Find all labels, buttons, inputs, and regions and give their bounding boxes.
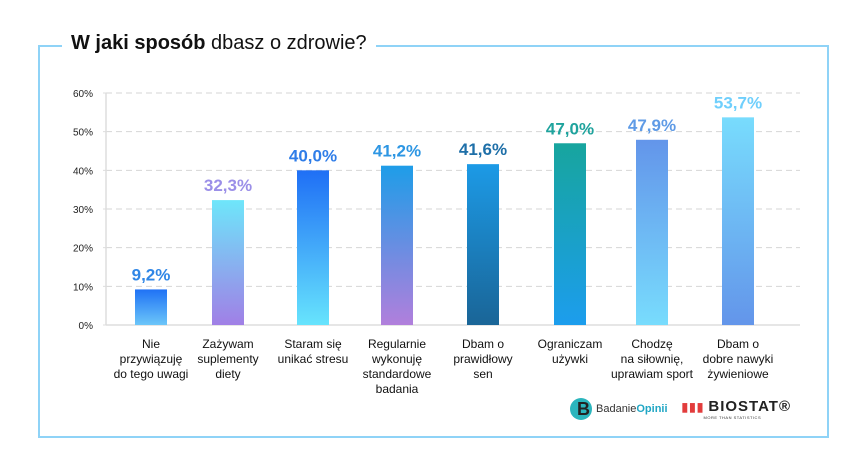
y-tick-label: 60% bbox=[73, 89, 93, 100]
data-label: 32,3% bbox=[204, 176, 252, 195]
category-label: Nie przywiązuję do tego uwagi bbox=[114, 337, 189, 381]
data-label: 47,9% bbox=[628, 116, 676, 135]
category-label: Regularnie wykonuję standardowe badania bbox=[363, 337, 432, 396]
category-label: Dbam o dobre nawyki żywieniowe bbox=[703, 337, 774, 381]
biostat-name: BIOSTAT bbox=[708, 398, 779, 415]
data-label: 40,0% bbox=[289, 146, 337, 165]
chart-title: W jaki sposób dbasz o zdrowie? bbox=[62, 32, 376, 55]
title-bold: W jaki sposób bbox=[71, 32, 206, 54]
chart-frame bbox=[38, 45, 829, 438]
category-label: Ograniczam używki bbox=[538, 337, 603, 366]
category-label: Chodzę na siłownię, uprawiam sport bbox=[611, 337, 694, 381]
data-label: 47,0% bbox=[546, 119, 594, 138]
bar bbox=[636, 139, 668, 325]
biostat-tagline: MORE THAN STATISTICS bbox=[703, 415, 762, 420]
biostat-bars-icon: ▮▮▮ bbox=[681, 400, 705, 414]
bar bbox=[212, 200, 244, 325]
y-tick-label: 20% bbox=[73, 244, 93, 255]
category-label: Dbam o prawidłowy sen bbox=[453, 337, 512, 381]
data-label: 41,6% bbox=[459, 140, 507, 159]
y-tick-label: 10% bbox=[73, 282, 93, 293]
y-tick-label: 50% bbox=[73, 128, 93, 139]
biostat-logo: ▮▮▮ BIOSTAT® MORE THAN STATISTICS bbox=[681, 398, 792, 420]
logo-text-accent: Opinii bbox=[636, 403, 668, 415]
badanie-opinii-icon bbox=[570, 398, 592, 420]
category-label: Staram się unikać stresu bbox=[278, 337, 349, 366]
bar bbox=[381, 165, 413, 325]
bar bbox=[722, 117, 754, 325]
bar bbox=[467, 164, 499, 325]
bar bbox=[554, 143, 586, 325]
data-label: 9,2% bbox=[132, 265, 171, 284]
bar bbox=[135, 289, 167, 325]
y-tick-label: 40% bbox=[73, 166, 93, 177]
y-tick-label: 0% bbox=[79, 321, 94, 332]
data-label: 41,2% bbox=[373, 142, 421, 161]
bar bbox=[297, 170, 329, 325]
data-label: 53,7% bbox=[714, 93, 762, 112]
category-label: Zażywam suplementy diety bbox=[197, 337, 258, 381]
title-regular: dbasz o zdrowie? bbox=[211, 32, 367, 54]
logo-text: Badanie bbox=[596, 403, 637, 415]
y-tick-label: 30% bbox=[73, 205, 93, 216]
